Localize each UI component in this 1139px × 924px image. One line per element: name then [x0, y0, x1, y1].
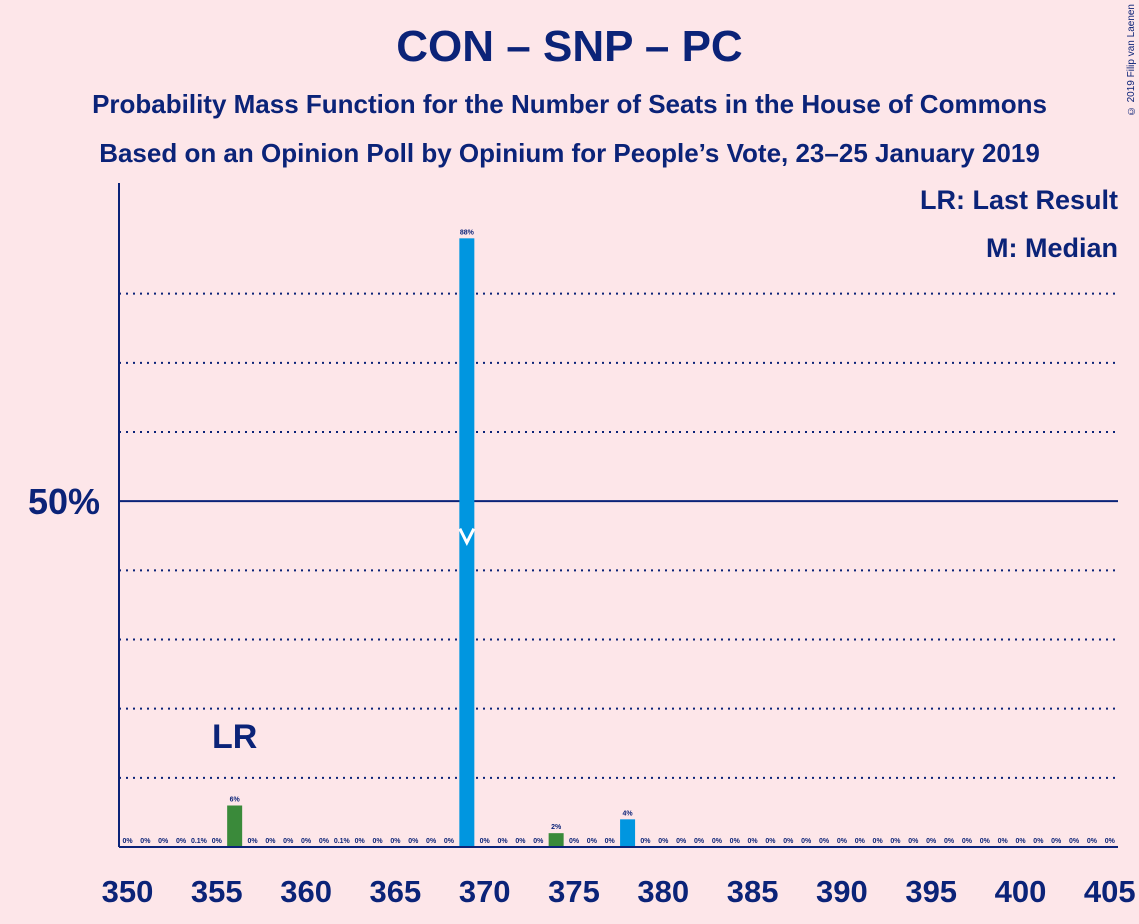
bar-value-label: 0% [765, 838, 776, 845]
bar-value-label: 0% [408, 838, 419, 845]
x-tick-label: 370 [459, 874, 511, 909]
bar-value-label: 0% [801, 838, 812, 845]
bar-value-label: 0% [962, 838, 973, 845]
bar-value-label: 0% [247, 838, 258, 845]
bar-value-label: 0% [694, 838, 705, 845]
bar-value-label: 0.1% [334, 838, 351, 845]
bar-value-labels: 0% 0% 0% 0% 0.1% 0% 6% 0% 0% 0% 0% 0% 0.1% 0% 0% 0% 0% 0%… [122, 229, 1115, 845]
bar-value-label: 0% [873, 838, 884, 845]
bar-value-label: 0% [212, 838, 223, 845]
axes [118, 183, 1118, 848]
bar-value-label: 0% [515, 838, 526, 845]
markers: LR [212, 527, 476, 756]
bar-value-label: 0% [1015, 838, 1026, 845]
bar-value-label: 0% [1051, 838, 1062, 845]
bar-value-label: 0% [944, 838, 955, 845]
bar-value-label: 0% [176, 838, 187, 845]
x-tick-label: 405 [1084, 874, 1136, 909]
bar-value-label: 0% [980, 838, 991, 845]
y-tick-label: 50% [28, 481, 100, 522]
bar-value-label: 0% [140, 838, 151, 845]
x-tick-label: 365 [370, 874, 422, 909]
x-tick-label: 355 [191, 874, 243, 909]
x-tick-label: 390 [816, 874, 868, 909]
x-tick-label: 395 [905, 874, 957, 909]
bar-value-label: 0.1% [191, 838, 208, 845]
bar-value-label: 0% [587, 838, 598, 845]
bar-value-label: 0% [265, 838, 276, 845]
bar-value-label: 88% [460, 229, 475, 236]
x-tick-labels: 350 355 360 365 370 375 380 385 390 395 400 405 [102, 874, 1136, 909]
bar-value-label: 0% [712, 838, 723, 845]
x-tick-label: 360 [280, 874, 332, 909]
bar-value-label: 0% [1069, 838, 1080, 845]
bar-value-label: 0% [319, 838, 330, 845]
bar-value-label: 0% [998, 838, 1009, 845]
chart-title: CON – SNP – PC [396, 22, 743, 71]
bar-value-label: 0% [730, 838, 741, 845]
bar-value-label: 0% [301, 838, 312, 845]
bar-value-label: 0% [658, 838, 669, 845]
grid-lines [119, 292, 1118, 779]
bar-value-label: 0% [569, 838, 580, 845]
chart-source: Based on an Opinion Poll by Opinium for … [99, 138, 1040, 168]
chart-subtitle: Probability Mass Function for the Number… [92, 89, 1047, 119]
bar-value-label: 0% [497, 838, 508, 845]
bar-value-label: 0% [444, 838, 455, 845]
bar-value-label: 0% [783, 838, 794, 845]
x-tick-label: 375 [548, 874, 600, 909]
bar-value-label: 0% [890, 838, 901, 845]
bar-value-label: 0% [1087, 838, 1098, 845]
bar-value-label: 0% [480, 838, 491, 845]
bar-value-label: 0% [908, 838, 919, 845]
bar-value-label: 0% [158, 838, 169, 845]
bar [548, 833, 564, 847]
bar-value-label: 0% [837, 838, 848, 845]
bar-value-label: 4% [623, 810, 634, 817]
bar-value-label: 0% [355, 838, 366, 845]
legend-last-result: LR: Last Result [920, 185, 1118, 215]
bar-value-label: 0% [426, 838, 437, 845]
bars [227, 238, 636, 848]
bar-value-label: 0% [605, 838, 616, 845]
bar [620, 819, 636, 847]
median-marker [458, 527, 476, 547]
last-result-marker: LR [212, 718, 257, 756]
x-tick-label: 350 [102, 874, 154, 909]
bar-value-label: 0% [390, 838, 401, 845]
bar [227, 805, 243, 847]
bar-value-label: 0% [1105, 838, 1116, 845]
bar-value-label: 0% [855, 838, 866, 845]
bar-value-label: 2% [551, 824, 562, 831]
legend-median: M: Median [986, 233, 1118, 263]
y-tick-labels: 50% [28, 481, 100, 522]
bar-value-label: 0% [372, 838, 383, 845]
bar-value-label: 0% [640, 838, 651, 845]
bar-value-label: 0% [533, 838, 544, 845]
x-tick-label: 380 [637, 874, 689, 909]
bar-value-label: 0% [1033, 838, 1044, 845]
bar-value-label: 0% [819, 838, 830, 845]
x-tick-label: 400 [995, 874, 1047, 909]
bar-value-label: 0% [122, 838, 133, 845]
bar-value-label: 0% [748, 838, 759, 845]
bar-value-label: 0% [676, 838, 687, 845]
bar-value-label: 0% [283, 838, 294, 845]
bar-value-label: 6% [230, 797, 241, 804]
x-tick-label: 385 [727, 874, 779, 909]
bar-value-label: 0% [926, 838, 937, 845]
